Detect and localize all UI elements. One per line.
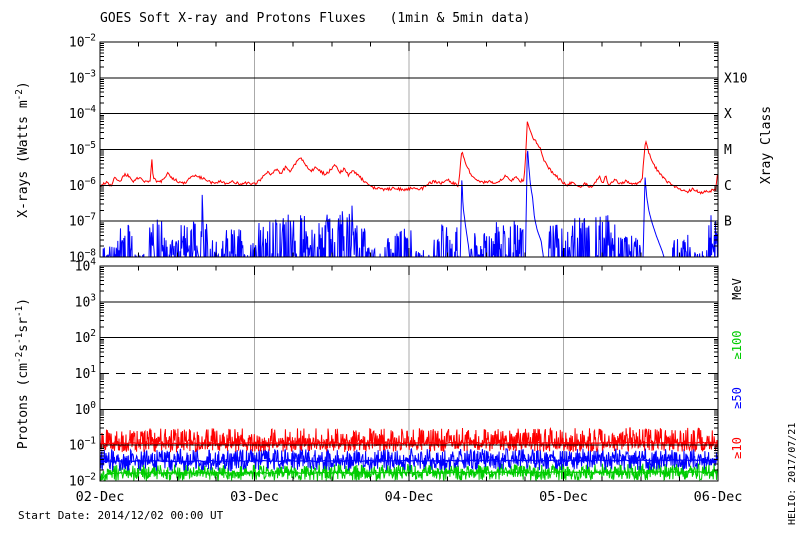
xray-class-x10: X10 [724, 71, 747, 86]
chart-title: GOES Soft X-ray and Protons Fluxes (1min… [100, 11, 530, 26]
chart-plot-area: 10−2 10−3 10−4 10−5 10−6 10−7 10−8 X10 X M C B X-ray… [14, 33, 747, 506]
xray-gridlines [100, 77, 718, 222]
xray-series-group [100, 121, 718, 258]
series-xray-short-0.5-4A [102, 150, 718, 258]
x-tick-label-04-dec: 04-Dec [385, 489, 434, 505]
xray-class-axis-title: Xray Class [759, 106, 774, 184]
y-tick-label: 10−5 [69, 140, 96, 158]
xray-axis-title: X-rays (Watts m-2) [14, 81, 31, 218]
avg-protons-ge50MeV [100, 459, 718, 463]
start-date-label: Start Date: 2014/12/02 00:00 UT [18, 509, 224, 522]
x-tick-label-05-dec: 05-Dec [539, 489, 588, 505]
xray-class-x: X [724, 107, 732, 122]
xray-axis-ticks [99, 41, 719, 258]
xray-class-labels: X10 X M C B [724, 71, 747, 229]
proton-label-MeV: MeV [730, 278, 744, 300]
series-protons-ge100MeV [100, 462, 718, 482]
protons-y-tick-labels: 104 103 102 101 100 10−1 10−2 [69, 257, 96, 490]
y-tick-label: 10−3 [69, 68, 96, 86]
y-tick-label: 10−6 [69, 176, 96, 194]
proton-label-ge50: ≥50 [730, 387, 744, 409]
x-tick-label-03-dec: 03-Dec [230, 489, 279, 505]
x-tick-labels: 02-Dec 03-Dec 04-Dec 05-Dec 06-Dec [76, 489, 743, 505]
y-tick-label: 103 [75, 292, 96, 310]
y-tick-label: 102 [75, 328, 96, 346]
proton-label-ge100: ≥100 [730, 331, 744, 360]
helio-stamp: HELIO: 2017/07/21 [787, 423, 798, 525]
xray-class-c: C [724, 179, 732, 194]
y-tick-label: 10−2 [69, 472, 96, 490]
y-tick-label: 10−7 [69, 212, 96, 230]
protons-axis-ticks [99, 265, 719, 482]
y-tick-label: 10−1 [69, 436, 96, 454]
xray-y-tick-labels: 10−2 10−3 10−4 10−5 10−6 10−7 10−8 [69, 33, 96, 266]
proton-label-ge10: ≥10 [730, 437, 744, 459]
x-tick-label-06-dec: 06-Dec [694, 489, 743, 505]
y-tick-label: 100 [75, 400, 97, 418]
protons-axis-title: Protons (cm-2s-1sr-1) [14, 298, 31, 449]
protons-gridlines [100, 301, 718, 446]
x-tick-label-02-dec: 02-Dec [76, 489, 125, 505]
avg-protons-ge10MeV [100, 441, 718, 445]
y-tick-label: 10−8 [69, 248, 96, 266]
series-xray-long-1-8A [100, 121, 718, 195]
xray-class-b: B [724, 215, 732, 230]
y-tick-label: 104 [75, 257, 97, 275]
y-tick-label: 10−4 [69, 104, 96, 122]
y-tick-label: 10−2 [69, 33, 96, 51]
proton-energy-labels: MeV ≥100 ≥50 ≥10 [730, 278, 744, 459]
y-tick-label: 101 [75, 364, 97, 382]
xray-class-m: M [724, 143, 732, 158]
series-protons-ge10MeV [100, 426, 718, 453]
